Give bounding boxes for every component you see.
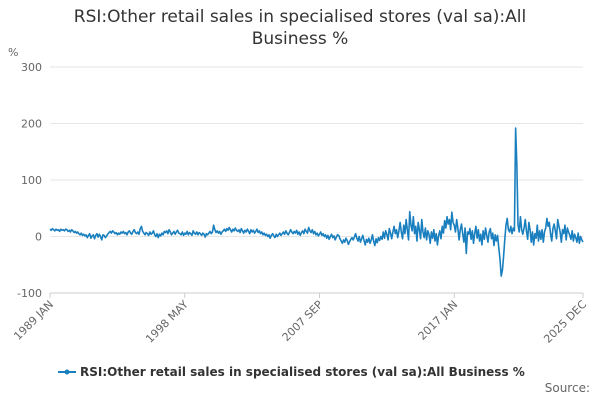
legend-label: RSI:Other retail sales in specialised st… xyxy=(80,365,525,379)
source: Source: xyxy=(545,381,590,395)
y-axis-unit: % xyxy=(8,46,18,59)
x-tick-label: 1989 JAN xyxy=(11,298,56,343)
y-tick-label: 200 xyxy=(21,118,42,131)
y-tick-label: 300 xyxy=(21,61,42,74)
y-tick-label: -100 xyxy=(17,287,42,300)
x-tick-label: 2017 JAN xyxy=(416,298,461,343)
chart-title: RSI:Other retail sales in specialised st… xyxy=(73,7,527,49)
x-tick-label: 2025 DEC xyxy=(541,298,589,346)
legend-marker xyxy=(64,369,70,375)
y-tick-label: 0 xyxy=(35,231,42,244)
series-line xyxy=(49,127,584,277)
x-tick-label: 1998 MAY xyxy=(143,298,191,346)
x-tick-label: 2007 SEP xyxy=(280,298,326,344)
y-tick-label: 100 xyxy=(21,174,42,187)
